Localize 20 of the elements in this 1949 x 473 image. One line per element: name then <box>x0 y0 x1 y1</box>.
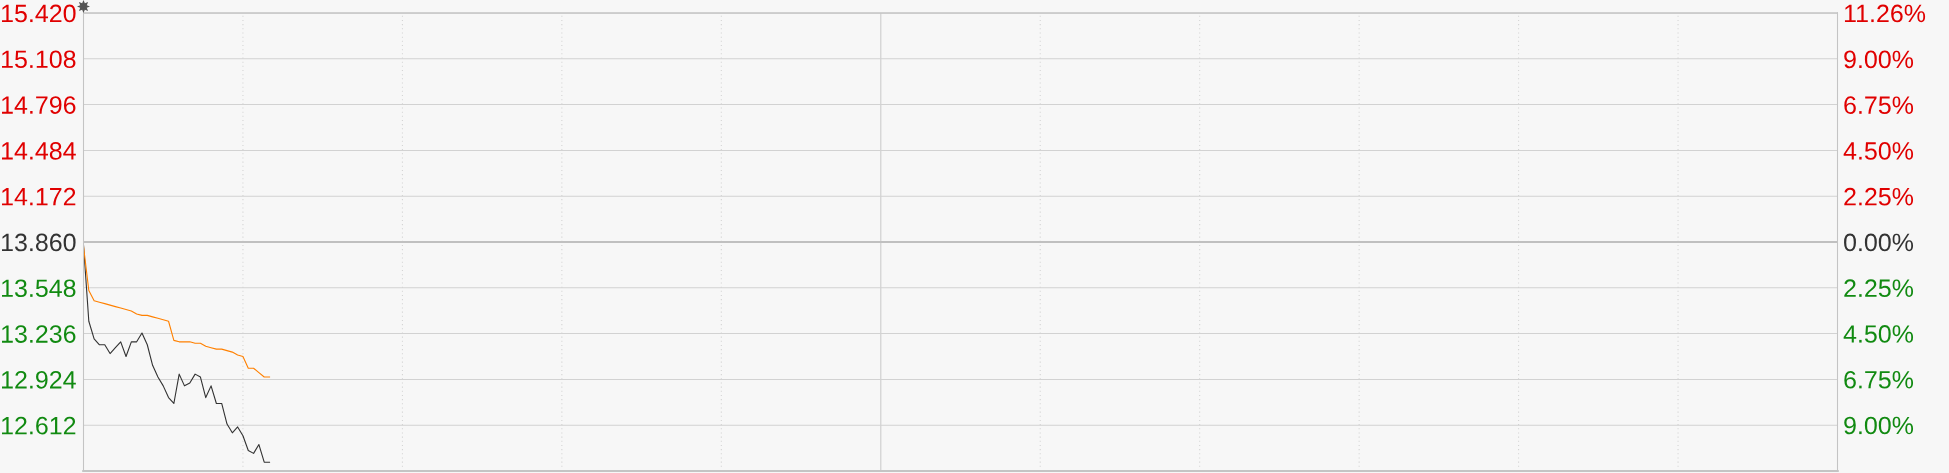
y-tick-label: 15.420 <box>2 4 76 23</box>
y2-tick-label: 11.26% <box>1844 4 1926 23</box>
y2-tick-label: 0.00% <box>1844 233 1914 252</box>
y2-tick-label: 9.00% <box>1844 416 1914 435</box>
y-tick-label: 12.612 <box>2 416 76 435</box>
y-tick-label: 14.172 <box>2 187 76 206</box>
y2-tick-label: 4.50% <box>1843 142 1914 160</box>
y-tick-label: 12.924 <box>2 371 76 389</box>
y-tick-label: 13.548 <box>2 279 76 298</box>
y-tick-label: 13.860 <box>2 233 76 252</box>
y2-tick-label: 4.50% <box>1843 325 1914 343</box>
y2-tick-label: 9.00% <box>1844 50 1914 69</box>
y2-tick-label: 2.25% <box>1844 279 1914 298</box>
y-tick-label: 14.796 <box>2 96 76 114</box>
y2-tick-label: 2.25% <box>1844 187 1914 206</box>
y2-tick-label: 6.75% <box>1844 370 1914 389</box>
y-tick-label: 13.236 <box>2 325 76 343</box>
y-tick-label: 15.108 <box>2 50 76 69</box>
y2-tick-label: 6.75% <box>1844 96 1914 115</box>
y-tick-label: 14.484 <box>2 142 76 160</box>
